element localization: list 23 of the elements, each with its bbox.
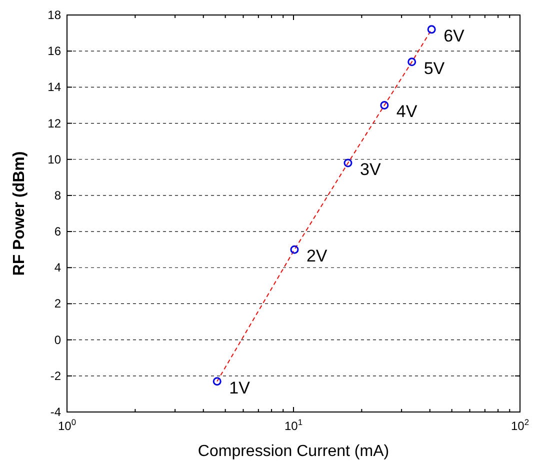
y-tick-label: 2 bbox=[54, 296, 62, 311]
y-tick-label: 12 bbox=[48, 116, 62, 130]
y-tick-label: 0 bbox=[54, 332, 62, 347]
y-tick-label: 18 bbox=[48, 8, 62, 22]
y-tick-label: 8 bbox=[54, 188, 62, 202]
y-tick-label: 4 bbox=[54, 260, 62, 275]
x-tick-label: 10$^{1}$ bbox=[284, 417, 303, 433]
x-tick-label: 10$^{2}$ bbox=[510, 417, 530, 433]
y-tick-label: 10 bbox=[48, 152, 62, 166]
annotation: 5V bbox=[424, 58, 446, 78]
y-tick-label: 6 bbox=[54, 224, 62, 239]
y-tick-label: 16 bbox=[48, 44, 62, 58]
x-axis-title: Compression Current (mA) bbox=[198, 443, 390, 460]
annotation: 2V bbox=[306, 246, 328, 266]
x-tick-label: 10$^{0}$ bbox=[58, 417, 76, 433]
annotation: 3V bbox=[360, 160, 382, 179]
y-tick-label: 14 bbox=[48, 80, 62, 94]
y-tick-label: -4 bbox=[50, 405, 62, 419]
y-axis-title: RF Power (dBm) bbox=[11, 151, 28, 276]
annotation: 1V bbox=[229, 378, 251, 398]
annotation: 6V bbox=[444, 26, 466, 46]
annotation: 4V bbox=[396, 102, 418, 122]
y-tick-label: -2 bbox=[50, 368, 62, 383]
